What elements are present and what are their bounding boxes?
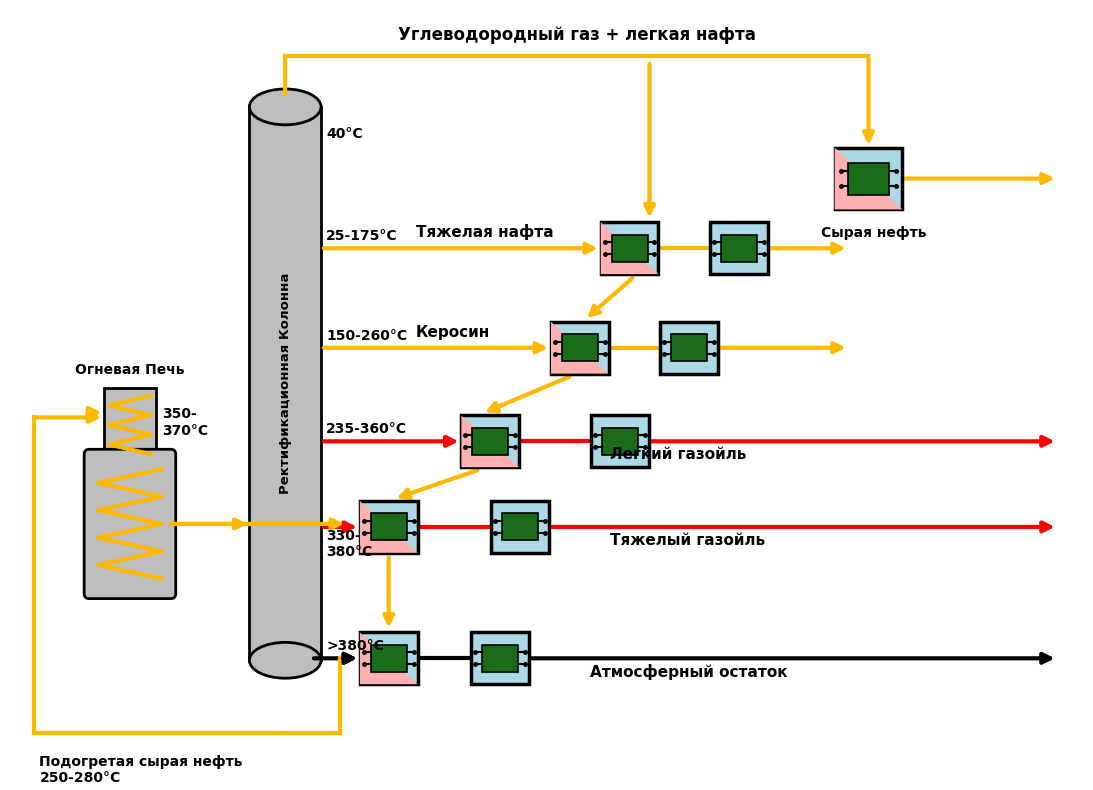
Polygon shape <box>360 501 418 553</box>
Bar <box>360 633 418 684</box>
Bar <box>562 334 598 361</box>
Text: Легкий газойль: Легкий газойль <box>610 447 747 462</box>
FancyBboxPatch shape <box>104 388 156 462</box>
Polygon shape <box>461 416 519 467</box>
Text: Углеводородный газ + легкая нафта: Углеводородный газ + легкая нафта <box>398 26 755 44</box>
Text: Атмосферный остаток: Атмосферный остаток <box>590 664 787 680</box>
Text: Подогретая сырая нефть: Подогретая сырая нефть <box>39 755 243 769</box>
Polygon shape <box>551 322 609 374</box>
Bar <box>491 501 549 553</box>
Text: Огневая Печь: Огневая Печь <box>75 363 185 377</box>
Text: 330-
380°C: 330- 380°C <box>326 529 373 559</box>
Bar <box>461 416 519 467</box>
Bar <box>591 416 648 467</box>
Text: Ректификационная Колонна: Ректификационная Колонна <box>279 273 292 495</box>
Text: >380°C: >380°C <box>326 639 384 653</box>
Text: 235-360°C: 235-360°C <box>326 423 407 436</box>
Bar <box>360 501 418 553</box>
FancyBboxPatch shape <box>84 450 176 599</box>
Text: 250-280°C: 250-280°C <box>39 771 120 784</box>
Bar <box>371 514 407 540</box>
Bar <box>551 322 609 374</box>
FancyBboxPatch shape <box>249 107 321 660</box>
Bar <box>835 148 903 209</box>
Bar <box>502 514 538 540</box>
Bar <box>660 322 718 374</box>
Bar <box>482 645 518 672</box>
Text: Керосин: Керосин <box>415 325 490 340</box>
Text: 350-
370°C: 350- 370°C <box>162 408 208 438</box>
Bar <box>601 222 658 274</box>
Text: 25-175°C: 25-175°C <box>326 229 398 243</box>
Text: Тяжелая нафта: Тяжелая нафта <box>415 224 553 240</box>
Ellipse shape <box>249 89 321 125</box>
Text: 150-260°C: 150-260°C <box>326 329 408 343</box>
Bar <box>721 235 757 261</box>
Bar <box>471 633 529 684</box>
Text: Тяжелый газойль: Тяжелый газойль <box>610 533 765 548</box>
Bar <box>671 334 707 361</box>
Polygon shape <box>835 148 903 209</box>
Polygon shape <box>601 222 658 274</box>
Polygon shape <box>360 633 418 684</box>
Bar <box>612 235 647 261</box>
Bar <box>371 645 407 672</box>
Bar <box>472 428 508 455</box>
Bar <box>602 428 637 455</box>
Text: Сырая нефть: Сырая нефть <box>821 226 926 240</box>
Ellipse shape <box>249 642 321 678</box>
Bar <box>847 163 890 194</box>
Text: 40°C: 40°C <box>326 127 363 141</box>
Bar <box>710 222 768 274</box>
